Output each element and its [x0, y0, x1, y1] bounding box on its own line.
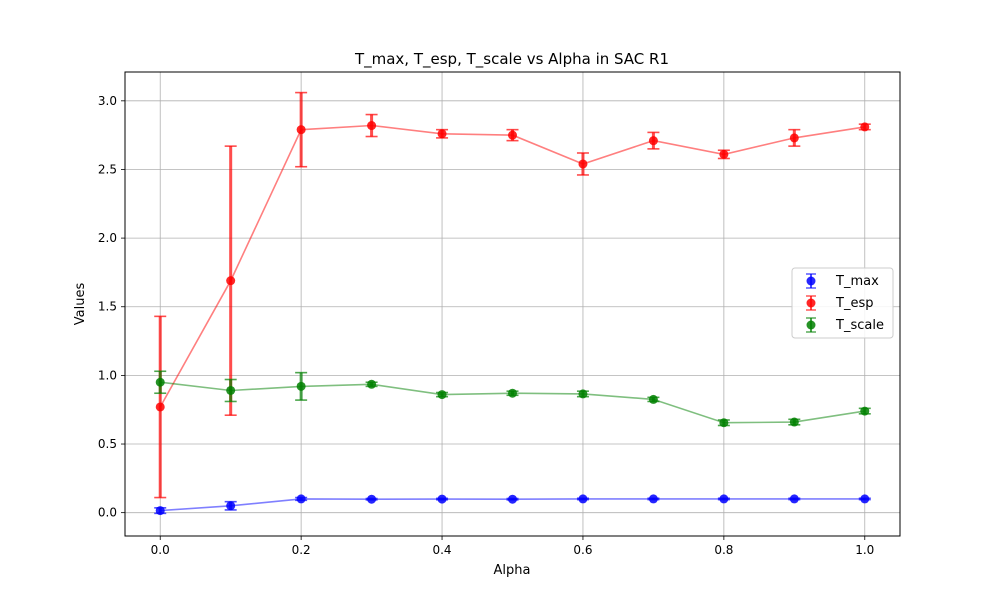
x-tick-label: 0.6	[573, 543, 592, 557]
axis-ticks: 0.0 0.2 0.4 0.6 0.8 1.0 0.0 0.5 1.0 1.5 2.0 2.5 3.0	[98, 94, 874, 557]
data-point	[155, 402, 165, 412]
x-tick-label: 0.8	[714, 543, 733, 557]
data-point	[296, 125, 306, 135]
data-point	[155, 377, 165, 387]
chart-title: T_max, T_esp, T_scale vs Alpha in SAC R1	[354, 50, 669, 69]
data-point	[789, 417, 799, 427]
legend-label: T_esp	[835, 296, 873, 311]
y-tick-label: 1.0	[98, 368, 117, 382]
data-point	[367, 494, 377, 504]
x-tick-label: 0.2	[292, 543, 311, 557]
data-point	[578, 494, 588, 504]
data-point	[578, 389, 588, 399]
data-point	[155, 506, 165, 516]
data-point	[789, 133, 799, 143]
data-point	[578, 159, 588, 169]
x-tick-label: 0.4	[432, 543, 451, 557]
y-tick-label: 3.0	[98, 94, 117, 108]
data-point	[508, 130, 517, 140]
data-point	[296, 494, 306, 504]
data-point	[860, 122, 870, 132]
legend-marker	[806, 298, 816, 308]
data-point	[648, 494, 658, 504]
data-point	[648, 136, 658, 146]
data-point	[226, 276, 236, 286]
data-point	[437, 390, 447, 400]
series-T_max	[154, 494, 871, 516]
data-point	[648, 394, 658, 404]
data-point	[860, 494, 870, 504]
grid	[125, 72, 900, 536]
data-point	[508, 494, 517, 504]
legend-marker	[806, 276, 816, 286]
legend: T_max T_esp T_scale	[791, 267, 894, 339]
plot-frame	[124, 71, 901, 537]
y-tick-label: 0.0	[98, 506, 117, 520]
series-T_scale	[154, 370, 871, 428]
y-tick-label: 2.0	[98, 231, 117, 245]
data-point	[226, 501, 236, 511]
y-axis-label: Values	[73, 283, 88, 326]
data-point	[226, 385, 236, 395]
legend-label: T_max	[835, 274, 879, 289]
y-tick-label: 0.5	[98, 437, 117, 451]
data-point	[367, 379, 377, 389]
y-tick-label: 1.5	[98, 300, 117, 314]
data-point	[367, 121, 377, 131]
data-point	[437, 494, 447, 504]
legend-item: T_max	[806, 273, 879, 289]
x-tick-label: 1.0	[855, 543, 874, 557]
data-point	[437, 129, 447, 139]
data-point	[508, 388, 517, 398]
series-T_esp	[154, 91, 871, 499]
plot-series	[154, 91, 871, 516]
data-point	[296, 381, 306, 391]
legend-item: T_esp	[806, 295, 873, 311]
data-point	[719, 418, 729, 428]
legend-label: T_scale	[835, 318, 884, 333]
y-tick-label: 2.5	[98, 162, 117, 176]
data-point	[719, 494, 729, 504]
x-axis-label: Alpha	[494, 563, 531, 578]
legend-item: T_scale	[806, 317, 884, 333]
x-tick-label: 0.0	[151, 543, 170, 557]
legend-marker	[806, 320, 816, 330]
legend-box	[791, 267, 894, 339]
data-point	[860, 406, 870, 416]
data-point	[719, 149, 729, 159]
data-point	[789, 494, 799, 504]
